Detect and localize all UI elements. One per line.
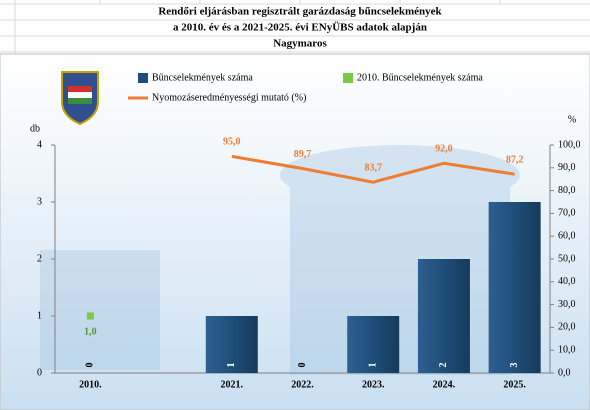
bar-value-label: 0 <box>297 363 308 368</box>
y-tick-label: 0 <box>37 367 42 378</box>
x-tick-label: 2023. <box>362 379 385 390</box>
line-value-label: 89,7 <box>294 149 312 160</box>
x-tick-label: 2021. <box>221 379 244 390</box>
y2-tick-label: 80,0 <box>558 185 576 196</box>
y-axis-title: db <box>30 123 40 134</box>
x-tick-label: 2024. <box>433 379 456 390</box>
y2-tick-label: 70,0 <box>558 208 576 219</box>
y2-tick-label: 30,0 <box>558 299 576 310</box>
y-tick-label: 2 <box>37 253 42 264</box>
title-line: a 2010. év és a 2021-2025. évi ENyÜBS ad… <box>173 21 427 34</box>
title-line: Nagymaros <box>273 38 327 50</box>
y2-tick-label: 0,0 <box>558 367 571 378</box>
legend-label: Bűncselekmények száma <box>152 72 253 83</box>
line-value-label: 83,7 <box>364 162 382 173</box>
bar-value-label: 3 <box>509 363 520 368</box>
y2-tick-label: 60,0 <box>558 230 576 241</box>
y2-tick-label: 100,0 <box>558 139 581 150</box>
line-value-label: 95,0 <box>223 137 241 148</box>
x-tick-label: 2022. <box>291 379 314 390</box>
legend-label: 2010. Bűncselekmények száma <box>357 72 483 83</box>
legend-label: Nyomozáseredményességi mutató (%) <box>152 92 306 103</box>
legend-swatch <box>343 73 353 83</box>
point <box>87 313 94 320</box>
bar-value-label: 0 <box>85 363 96 368</box>
legend-swatch <box>138 73 148 83</box>
x-tick-label: 2010. <box>79 379 102 390</box>
y-tick-label: 1 <box>37 310 42 321</box>
y2-tick-label: 40,0 <box>558 276 576 287</box>
bar-value-label: 1 <box>368 363 379 368</box>
y2-tick-label: 20,0 <box>558 322 576 333</box>
point-value-label: 1,0 <box>84 326 97 337</box>
y2-tick-label: 10,0 <box>558 344 576 355</box>
title-line: Rendőri eljárásban regisztrált garázdasá… <box>158 6 442 18</box>
y2-tick-label: 50,0 <box>558 253 576 264</box>
y2-tick-label: 90,0 <box>558 162 576 173</box>
line-value-label: 87,2 <box>506 154 524 165</box>
y2-axis-title: % <box>568 114 576 125</box>
police-logo <box>62 72 98 124</box>
screenshot: Rendőri eljárásban regisztrált garázdasá… <box>0 0 590 410</box>
y-tick-label: 3 <box>37 196 42 207</box>
y-tick-label: 4 <box>37 139 42 150</box>
bar <box>418 259 470 373</box>
x-tick-label: 2025. <box>503 379 526 390</box>
bar-value-label: 2 <box>438 363 449 368</box>
bar <box>489 202 541 373</box>
line-value-label: 92,0 <box>435 144 453 155</box>
bar-value-label: 1 <box>226 363 237 368</box>
